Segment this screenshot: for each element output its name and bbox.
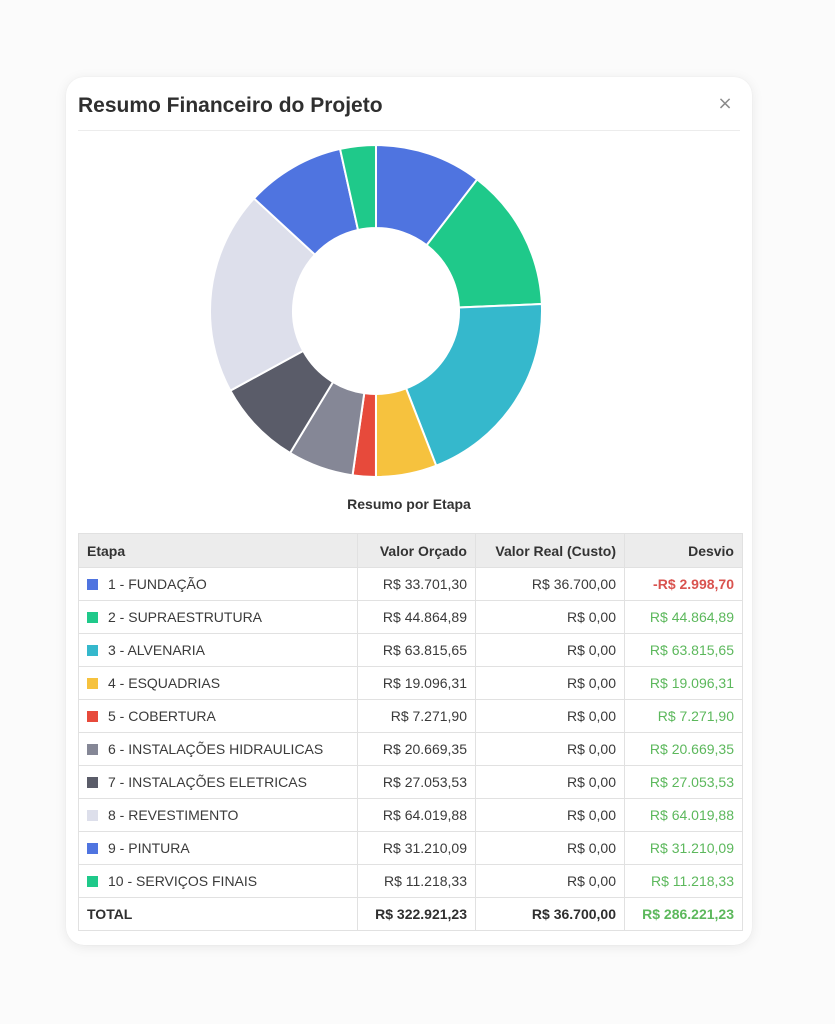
cell-valor-real: R$ 0,00	[475, 666, 625, 700]
cell-desvio: R$ 27.053,53	[624, 765, 743, 799]
close-button[interactable]: ×	[714, 93, 736, 115]
table-row: 9 - PINTURA R$ 31.210,09 R$ 0,00 R$ 31.210,…	[78, 831, 743, 865]
legend-swatch	[87, 876, 98, 887]
etapa-label: 9 - PINTURA	[108, 840, 190, 856]
cell-valor-orcado: R$ 31.210,09	[357, 831, 476, 865]
cell-desvio: R$ 11.218,33	[624, 864, 743, 898]
etapa-label: 7 - INSTALAÇÕES ELETRICAS	[108, 774, 307, 790]
table-row: 10 - SERVIÇOS FINAIS R$ 11.218,33 R$ 0,00 R…	[78, 864, 743, 898]
cell-desvio: R$ 20.669,35	[624, 732, 743, 766]
etapa-label: 8 - REVESTIMENTO	[108, 807, 239, 823]
total-label: TOTAL	[78, 897, 358, 931]
cell-valor-real: R$ 0,00	[475, 633, 625, 667]
etapa-label: 4 - ESQUADRIAS	[108, 675, 221, 691]
header-desvio: Desvio	[624, 533, 743, 568]
cell-valor-orcado: R$ 11.218,33	[357, 864, 476, 898]
total-desvio: R$ 286.221,23	[624, 897, 743, 931]
stage-summary-table: Etapa Valor Orçado Valor Real (Custo) De…	[78, 533, 743, 931]
cell-valor-orcado: R$ 27.053,53	[357, 765, 476, 799]
header-etapa: Etapa	[78, 533, 358, 568]
modal-header: Resumo Financeiro do Projeto ×	[78, 77, 740, 131]
legend-swatch	[87, 744, 98, 755]
cell-etapa: 8 - REVESTIMENTO	[78, 798, 358, 832]
table-row: 2 - SUPRAESTRUTURA R$ 44.864,89 R$ 0,00 R$ …	[78, 600, 743, 634]
total-real: R$ 36.700,00	[475, 897, 625, 931]
table-row: 4 - ESQUADRIAS R$ 19.096,31 R$ 0,00 R$ 19.0…	[78, 666, 743, 700]
donut-slice[interactable]	[338, 143, 377, 232]
legend-swatch	[87, 645, 98, 656]
cell-valor-orcado: R$ 33.701,30	[357, 567, 476, 601]
legend-swatch	[87, 678, 98, 689]
legend-swatch	[87, 843, 98, 854]
etapa-label: 3 - ALVENARIA	[108, 642, 206, 658]
cell-valor-orcado: R$ 64.019,88	[357, 798, 476, 832]
header-valor-orcado: Valor Orçado	[357, 533, 476, 568]
cell-etapa: 6 - INSTALAÇÕES HIDRAULICAS	[78, 732, 358, 766]
cell-etapa: 1 - FUNDAÇÃO	[78, 567, 358, 601]
table-header-row: Etapa Valor Orçado Valor Real (Custo) De…	[78, 533, 743, 568]
table-row: 7 - INSTALAÇÕES ELETRICAS R$ 27.053,53 R$ …	[78, 765, 743, 799]
cell-valor-real: R$ 36.700,00	[475, 567, 625, 601]
cell-etapa: 2 - SUPRAESTRUTURA	[78, 600, 358, 634]
cell-valor-real: R$ 0,00	[475, 798, 625, 832]
modal-title: Resumo Financeiro do Projeto	[78, 94, 383, 117]
cell-etapa: 3 - ALVENARIA	[78, 633, 358, 667]
cell-etapa: 10 - SERVIÇOS FINAIS	[78, 864, 358, 898]
etapa-label: 6 - INSTALAÇÕES HIDRAULICAS	[108, 741, 324, 757]
legend-swatch	[87, 777, 98, 788]
cell-desvio: R$ 63.815,65	[624, 633, 743, 667]
table-row: 8 - REVESTIMENTO R$ 64.019,88 R$ 0,00 R$ 64…	[78, 798, 743, 832]
cell-valor-real: R$ 0,00	[475, 765, 625, 799]
cell-valor-real: R$ 0,00	[475, 600, 625, 634]
etapa-label: 5 - COBERTURA	[108, 708, 216, 724]
cell-desvio: -R$ 2.998,70	[624, 567, 743, 601]
cell-etapa: 9 - PINTURA	[78, 831, 358, 865]
table-row: 6 - INSTALAÇÕES HIDRAULICAS R$ 20.669,35 R…	[78, 732, 743, 766]
donut-slice[interactable]	[209, 197, 317, 393]
legend-swatch	[87, 612, 98, 623]
cell-desvio: R$ 44.864,89	[624, 600, 743, 634]
cell-etapa: 4 - ESQUADRIAS	[78, 666, 358, 700]
cell-valor-real: R$ 0,00	[475, 831, 625, 865]
cell-desvio: R$ 31.210,09	[624, 831, 743, 865]
stage-donut-chart	[209, 143, 543, 479]
cell-valor-orcado: R$ 44.864,89	[357, 600, 476, 634]
table-total-row: TOTAL R$ 322.921,23 R$ 36.700,00 R$ 286.…	[78, 897, 743, 931]
cell-desvio: R$ 64.019,88	[624, 798, 743, 832]
legend-swatch	[87, 810, 98, 821]
table-row: 5 - COBERTURA R$ 7.271,90 R$ 0,00 R$ 7.271,…	[78, 699, 743, 733]
cell-valor-orcado: R$ 20.669,35	[357, 732, 476, 766]
financial-summary-modal: Resumo Financeiro do Projeto × Resumo po…	[66, 77, 752, 945]
cell-valor-real: R$ 0,00	[475, 864, 625, 898]
table-row: 3 - ALVENARIA R$ 63.815,65 R$ 0,00 R$ 63.81…	[78, 633, 743, 667]
donut-slice[interactable]	[404, 302, 543, 467]
total-orcado: R$ 322.921,23	[357, 897, 476, 931]
cell-valor-orcado: R$ 19.096,31	[357, 666, 476, 700]
legend-swatch	[87, 711, 98, 722]
cell-desvio: R$ 7.271,90	[624, 699, 743, 733]
etapa-label: 1 - FUNDAÇÃO	[108, 576, 207, 592]
cell-valor-orcado: R$ 63.815,65	[357, 633, 476, 667]
cell-valor-real: R$ 0,00	[475, 732, 625, 766]
header-valor-real: Valor Real (Custo)	[475, 533, 625, 568]
stage-summary-table-wrap: Etapa Valor Orçado Valor Real (Custo) De…	[78, 533, 743, 931]
etapa-label: 10 - SERVIÇOS FINAIS	[108, 873, 258, 889]
cell-desvio: R$ 19.096,31	[624, 666, 743, 700]
cell-etapa: 5 - COBERTURA	[78, 699, 358, 733]
legend-swatch	[87, 579, 98, 590]
etapa-label: 2 - SUPRAESTRUTURA	[108, 609, 263, 625]
cell-etapa: 7 - INSTALAÇÕES ELETRICAS	[78, 765, 358, 799]
chart-title: Resumo por Etapa	[347, 496, 471, 512]
cell-valor-orcado: R$ 7.271,90	[357, 699, 476, 733]
cell-valor-real: R$ 0,00	[475, 699, 625, 733]
table-row: 1 - FUNDAÇÃO R$ 33.701,30 R$ 36.700,00 -R$ …	[78, 567, 743, 601]
